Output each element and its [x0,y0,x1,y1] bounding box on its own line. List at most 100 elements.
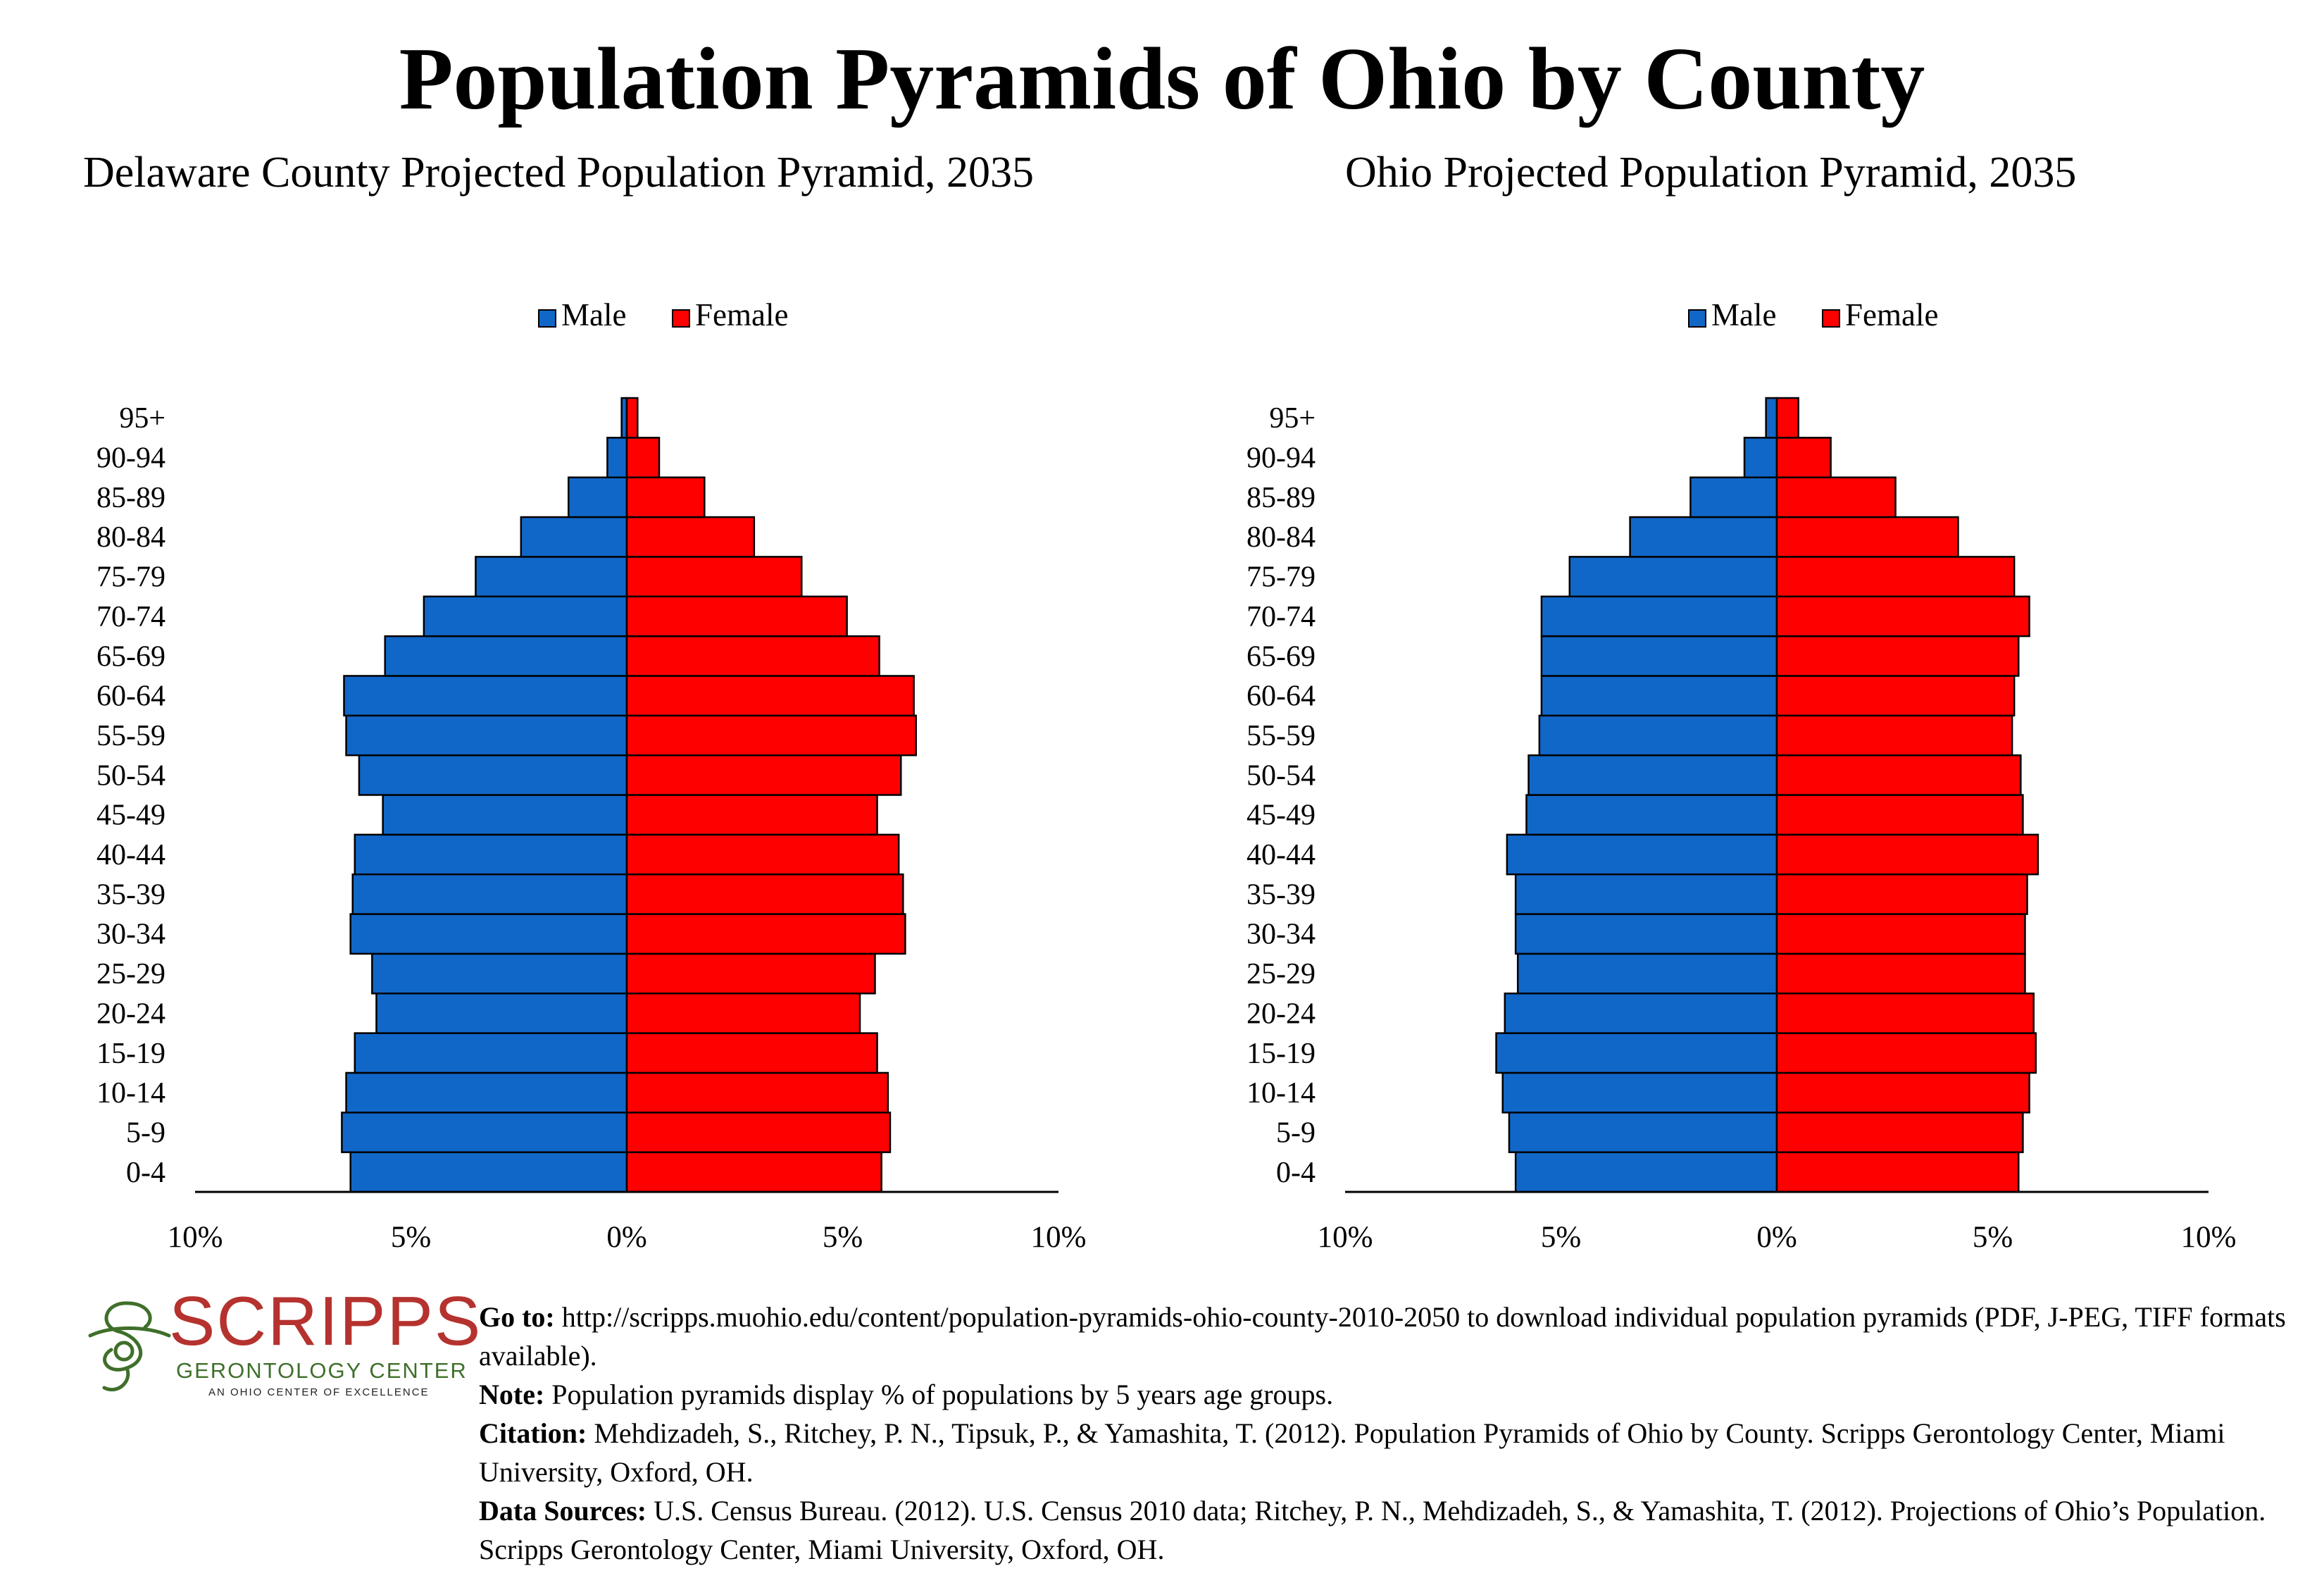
age-label-5-9: 5-9 [1276,1117,1316,1149]
age-label-45-49: 45-49 [1247,800,1316,832]
age-label-55-59: 55-59 [1247,720,1316,752]
age-label-20-24: 20-24 [96,997,165,1030]
bar-female-0-4 [1775,1151,2020,1193]
x-tick-label: 5% [391,1221,431,1254]
pyramid-chart-1: 0-4 5-9 10-14 15-19 20-24 25-29 30-34 35-39 40-4… [1247,297,2236,1254]
legend-swatch-male [538,309,556,328]
age-label-75-79: 75-79 [1247,561,1316,594]
bar-female-40-44 [625,833,900,876]
bar-female-95+ [625,397,639,439]
bar-male-15-19 [1495,1032,1778,1074]
bar-female-20-24 [625,993,861,1034]
bar-female-5-9 [625,1112,892,1153]
bar-female-0-4 [625,1151,882,1193]
bar-female-80-84 [1775,516,1959,558]
age-label-50-54: 50-54 [96,759,165,792]
bar-male-90-94 [1743,437,1778,478]
bar-male-50-54 [358,754,628,796]
bar-male-15-19 [354,1032,628,1074]
legend-label-male: Male [1711,297,1776,332]
bar-male-0-4 [349,1151,628,1193]
bar-male-20-24 [1504,993,1778,1034]
bar-male-65-69 [1540,635,1778,677]
age-label-90-94: 90-94 [96,442,165,475]
bar-male-95+ [1765,397,1778,439]
goto-note: Go to: http://scripps.muohio.edu/content… [479,1301,2286,1372]
bar-male-30-34 [1514,913,1778,955]
logo-wordmark: SCRIPPS [169,1282,482,1360]
age-label-30-34: 30-34 [96,919,165,951]
age-label-70-74: 70-74 [1247,601,1316,633]
bar-female-50-54 [1775,754,2022,796]
bar-male-70-74 [1540,595,1778,638]
bar-male-35-39 [1514,873,1778,915]
age-label-0-4: 0-4 [1276,1157,1316,1189]
age-label-30-34: 30-34 [1247,919,1316,951]
bar-male-10-14 [1501,1071,1778,1114]
legend: Male Female [538,297,788,332]
age-label-25-29: 25-29 [96,958,165,990]
age-label-5-9: 5-9 [126,1117,165,1149]
x-tick-label: 5% [1973,1221,2013,1254]
bar-male-70-74 [423,595,628,638]
scripps-logo: SCRIPPS GERONTOLOGY CENTER AN OHIO CENTE… [83,1282,480,1402]
age-label-55-59: 55-59 [96,720,165,752]
x-tick-label: 0% [606,1221,646,1254]
age-label-10-14: 10-14 [1247,1077,1316,1110]
pyramid-chart-0: 0-4 5-9 10-14 15-19 20-24 25-29 30-34 35-39 40-4… [96,297,1086,1254]
bar-female-5-9 [1775,1112,2024,1153]
age-label-35-39: 35-39 [96,878,165,911]
bar-female-40-44 [1775,833,2039,876]
age-label-60-64: 60-64 [1247,680,1316,713]
bar-female-55-59 [625,714,917,757]
bar-male-60-64 [1540,675,1778,717]
x-tick-label: 10% [2181,1221,2237,1254]
bar-female-15-19 [1775,1032,2037,1074]
age-label-80-84: 80-84 [96,521,165,554]
bar-female-70-74 [625,595,848,638]
bar-female-90-94 [625,437,661,478]
legend-swatch-male [1688,309,1706,328]
bar-female-20-24 [1775,993,2035,1034]
note-line: Note: Population pyramids display % of p… [479,1379,1334,1410]
bar-female-95+ [1775,397,1799,439]
age-label-60-64: 60-64 [96,680,165,713]
x-tick-label: 10% [1318,1221,1373,1254]
bar-female-50-54 [625,754,902,796]
notes-block: Go to: http://scripps.muohio.edu/content… [479,1298,2310,1569]
bar-male-50-54 [1528,754,1778,796]
age-label-25-29: 25-29 [1247,958,1316,990]
bar-female-65-69 [1775,635,2020,677]
age-label-95+: 95+ [1269,402,1316,435]
bar-male-90-94 [606,437,628,478]
age-label-85-89: 85-89 [1247,482,1316,514]
bar-female-35-39 [625,873,904,915]
bar-female-75-79 [625,556,803,598]
page-title: Population Pyramids of Ohio by County [399,30,1925,128]
logo-subtitle: GERONTOLOGY CENTER [176,1358,468,1383]
x-tick-label: 5% [823,1221,863,1254]
bar-male-5-9 [341,1112,628,1153]
bar-female-65-69 [625,635,880,677]
age-label-15-19: 15-19 [1247,1038,1316,1070]
bar-female-60-64 [1775,675,2016,717]
bar-male-75-79 [1568,556,1778,598]
pyramid-charts: 0-4 5-9 10-14 15-19 20-24 25-29 30-34 35-39 40-4… [96,297,2236,1254]
bar-male-25-29 [371,952,628,995]
legend-label-male: Male [561,297,626,332]
bar-female-70-74 [1775,595,2030,638]
data-sources-note: Data Sources: U.S. Census Bureau. (2012)… [479,1495,2266,1565]
bar-male-40-44 [354,833,628,876]
age-label-50-54: 50-54 [1247,759,1316,792]
bar-male-5-9 [1508,1112,1778,1153]
bar-male-0-4 [1514,1151,1778,1193]
legend-swatch-female [1822,309,1840,328]
age-label-35-39: 35-39 [1247,878,1316,911]
citation-note: Citation: Mehdizadeh, S., Ritchey, P. N.… [479,1417,2225,1488]
bar-female-10-14 [1775,1071,2030,1114]
bar-female-10-14 [625,1071,889,1114]
bar-male-60-64 [343,675,628,717]
age-label-65-69: 65-69 [1247,640,1316,673]
legend-swatch-female [672,309,690,328]
legend-label-female: Female [695,297,788,332]
